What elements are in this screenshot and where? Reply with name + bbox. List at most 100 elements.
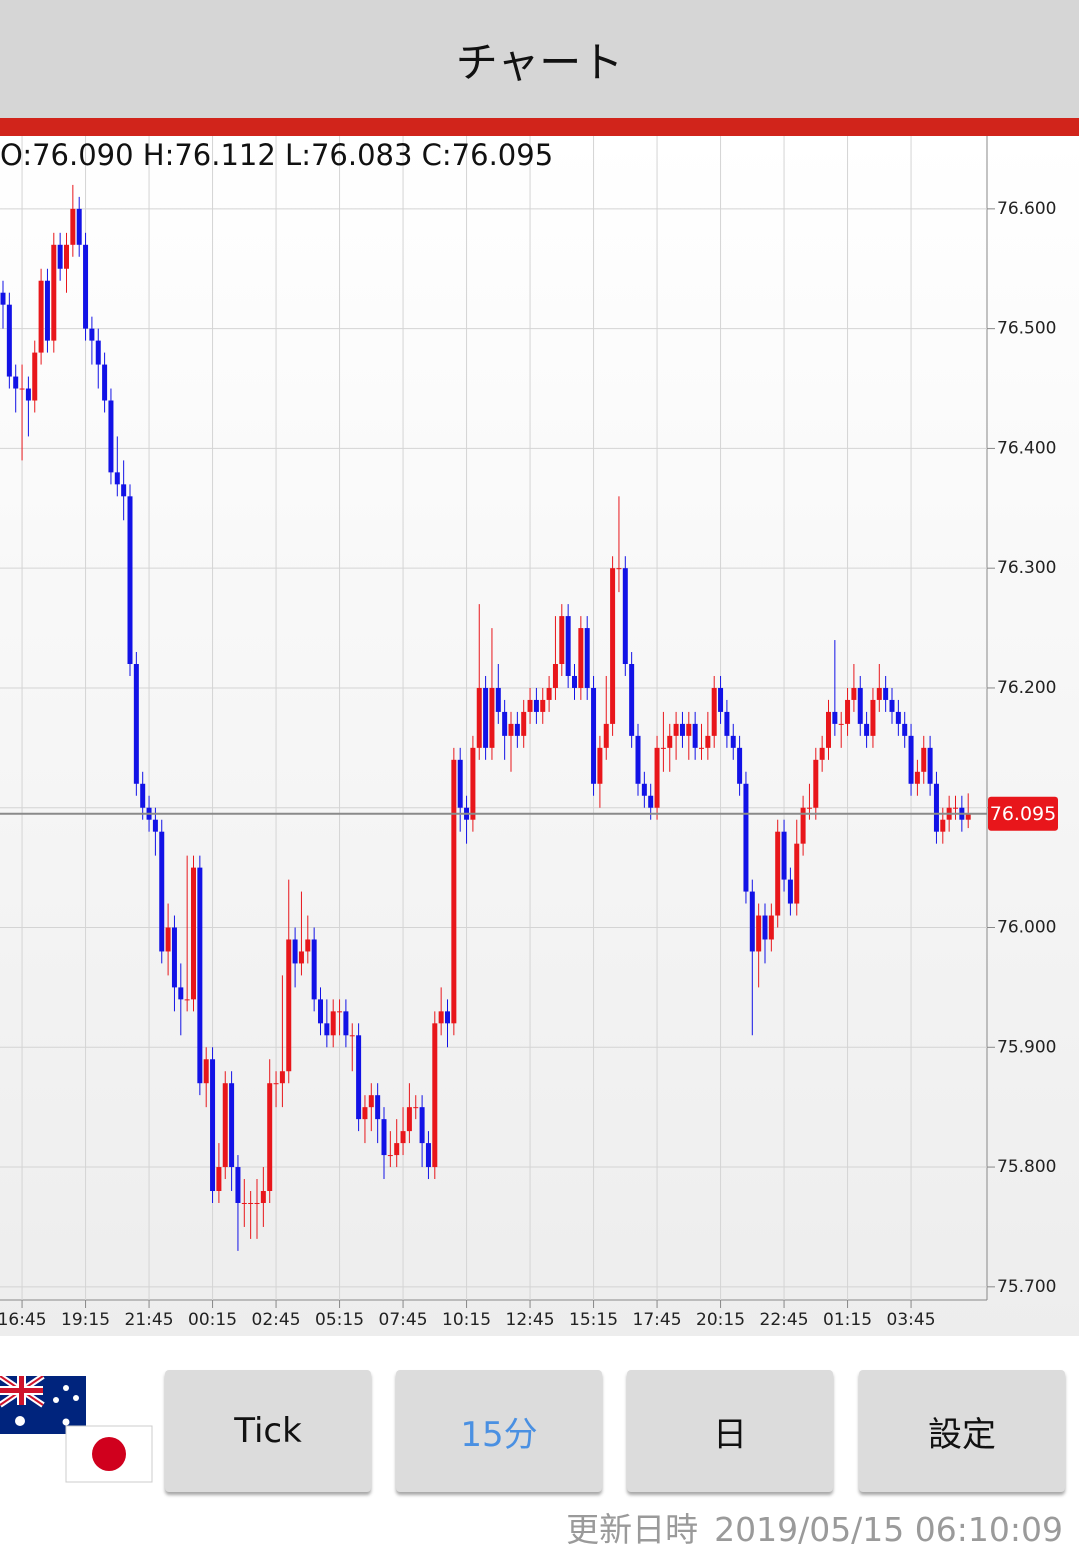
candle-body	[44, 280, 50, 341]
x-tick-label: 12:45	[506, 1310, 555, 1330]
candle-body	[102, 364, 108, 401]
ohlc-readout: O:76.090 H:76.112 L:76.083 C:76.095	[0, 138, 553, 172]
candle-body	[171, 927, 177, 988]
candle-body	[83, 244, 89, 329]
candle-body	[565, 616, 571, 676]
y-tick-label: 76.200	[997, 678, 1056, 698]
candle-body	[248, 1202, 254, 1204]
candle-body	[813, 759, 819, 808]
candle-body	[381, 1119, 387, 1156]
candle-body	[648, 795, 654, 808]
candle-body	[6, 304, 12, 377]
candle-body	[705, 735, 711, 748]
candle-body	[51, 244, 57, 341]
candle-body	[502, 711, 508, 736]
candle-body	[191, 867, 196, 1000]
candle-body	[114, 472, 120, 485]
candle-body	[889, 699, 895, 712]
candle-body	[667, 735, 673, 748]
candle-body	[13, 376, 19, 389]
candle-body	[413, 1107, 419, 1109]
candle-body	[787, 879, 793, 904]
candle-body	[699, 747, 704, 749]
candle-body	[387, 1155, 393, 1157]
candle-body	[895, 711, 901, 724]
candle-body	[197, 867, 203, 1084]
candle-body	[311, 939, 317, 1000]
x-tick-label: 17:45	[633, 1310, 682, 1330]
period-button[interactable]: Tick	[165, 1370, 371, 1492]
candle-body	[400, 1131, 406, 1144]
candle-body	[419, 1107, 425, 1144]
candle-body	[25, 388, 31, 401]
y-tick-label: 75.700	[997, 1277, 1056, 1297]
candle-body	[286, 939, 292, 1072]
candle-body	[851, 687, 857, 700]
candle-body	[641, 783, 647, 796]
candle-body	[533, 699, 539, 712]
candle-body	[711, 687, 717, 736]
period-button[interactable]: 15分	[396, 1370, 602, 1492]
period-button[interactable]: 日	[627, 1370, 833, 1492]
candle-body	[438, 1011, 444, 1024]
candle-body	[800, 807, 806, 844]
candle-body	[362, 1107, 368, 1120]
candle-body	[292, 939, 298, 964]
candle-body	[203, 1059, 209, 1084]
candle-body	[349, 1035, 355, 1037]
y-tick-label: 75.900	[997, 1037, 1056, 1057]
candle-body	[591, 687, 597, 784]
candle-body	[686, 723, 692, 736]
candle-body	[921, 747, 927, 772]
candle-body	[546, 687, 552, 700]
candle-body	[178, 987, 184, 1000]
candle-body	[756, 915, 762, 952]
candle-body	[806, 807, 812, 809]
candle-body	[19, 388, 25, 390]
candle-body	[495, 687, 501, 712]
candle-body	[775, 831, 781, 916]
candle-body	[89, 328, 95, 341]
candle-body	[508, 723, 514, 736]
candle-body	[324, 1023, 330, 1036]
candle-body	[914, 771, 920, 784]
candle-body	[876, 687, 882, 700]
candle-body	[559, 616, 565, 665]
candle-body	[70, 208, 76, 245]
candle-body	[241, 1202, 247, 1204]
candle-body	[489, 687, 495, 748]
candle-body	[152, 819, 158, 832]
candle-body	[527, 699, 533, 712]
candle-body	[857, 687, 863, 724]
candle-body	[159, 831, 165, 952]
x-tick-label: 03:45	[887, 1310, 936, 1330]
period-button[interactable]: 設定	[859, 1370, 1065, 1492]
candle-body	[845, 699, 851, 724]
chart: 75.70075.80075.90076.00076.10076.20076.3…	[0, 136, 1079, 1336]
x-tick-label: 02:45	[252, 1310, 301, 1330]
candle-body	[222, 1083, 228, 1168]
candle-body	[76, 208, 82, 245]
candle-body	[32, 352, 38, 401]
candle-body	[521, 711, 527, 736]
candle-body	[95, 340, 101, 365]
candle-body	[584, 628, 590, 688]
candle-body	[933, 783, 939, 832]
candle-body	[229, 1083, 235, 1168]
candle-body	[64, 244, 69, 269]
accent-bar	[0, 118, 1079, 136]
candle-body	[254, 1202, 260, 1204]
update-time: 更新日時 2019/05/15 06:10:09	[566, 1503, 1063, 1551]
candle-body	[724, 711, 730, 736]
x-tick-label: 10:15	[442, 1310, 491, 1330]
x-tick-label: 15:15	[569, 1310, 618, 1330]
candle-body	[578, 628, 584, 688]
candle-body	[635, 735, 641, 784]
x-tick-label: 01:15	[823, 1310, 872, 1330]
candle-body	[660, 747, 666, 749]
update-timestamp: 2019/05/15 06:10:09	[714, 1510, 1063, 1549]
candle-body	[260, 1191, 266, 1203]
candle-body	[737, 747, 743, 784]
candle-body	[267, 1083, 273, 1192]
